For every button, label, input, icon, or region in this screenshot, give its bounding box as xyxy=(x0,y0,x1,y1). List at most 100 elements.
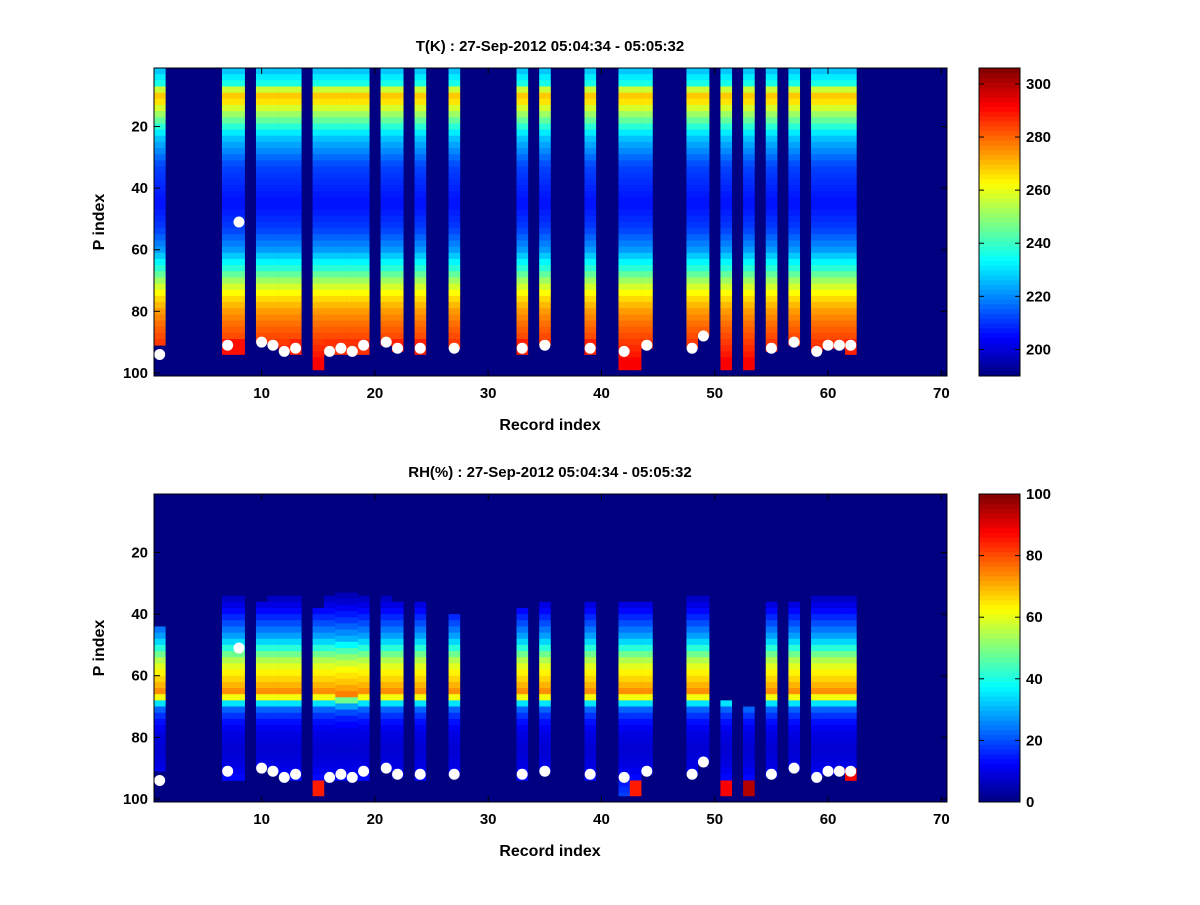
temperature-heatmap-cell xyxy=(641,185,653,192)
temperature-marker xyxy=(448,342,460,354)
temperature-marker xyxy=(414,342,426,354)
humidity-heatmap-cell xyxy=(539,712,551,720)
humidity-heatmap-cell xyxy=(788,663,801,670)
temperature-heatmap-cell xyxy=(629,172,642,180)
temperature-heatmap-cell xyxy=(539,154,551,161)
temperature-colorbar-segment xyxy=(979,145,1020,151)
humidity-heatmap-cell xyxy=(448,675,461,683)
humidity-heatmap-cell xyxy=(346,604,359,612)
humidity-heatmap-cell xyxy=(448,755,461,763)
humidity-heatmap-cell xyxy=(255,675,268,683)
temperature-heatmap-cell xyxy=(448,92,461,100)
temperature-heatmap-cell xyxy=(618,209,631,217)
humidity-marker xyxy=(641,765,653,777)
humidity-colorbar-tick-label: 20 xyxy=(1026,732,1043,749)
temperature-heatmap-cell xyxy=(323,222,336,229)
humidity-record-column xyxy=(233,595,245,781)
humidity-heatmap-cell xyxy=(267,749,279,757)
temperature-heatmap-cell xyxy=(833,222,846,229)
humidity-heatmap-cell xyxy=(335,697,347,704)
humidity-heatmap-cell xyxy=(154,626,166,633)
humidity-heatmap-cell xyxy=(539,694,551,701)
temperature-heatmap-cell xyxy=(788,277,801,284)
humidity-heatmap-cell xyxy=(765,706,778,714)
temperature-heatmap-cell xyxy=(539,117,551,124)
temperature-heatmap-cell xyxy=(539,252,551,260)
temperature-heatmap-cell xyxy=(448,80,461,87)
humidity-heatmap-cell xyxy=(641,700,653,707)
humidity-heatmap-cell xyxy=(697,675,710,683)
temperature-heatmap-cell xyxy=(788,135,801,143)
temperature-marker xyxy=(845,339,857,351)
temperature-heatmap-cell xyxy=(267,271,279,278)
temperature-heatmap-cell xyxy=(289,308,302,315)
humidity-heatmap-cell xyxy=(267,761,279,769)
temperature-heatmap-cell xyxy=(414,80,427,87)
humidity-heatmap-cell xyxy=(346,697,359,704)
temperature-heatmap-cell xyxy=(357,222,370,229)
temperature-heatmap-cell xyxy=(154,178,166,186)
temperature-heatmap-cell xyxy=(743,246,755,254)
temperature-heatmap-cell xyxy=(811,308,823,315)
temperature-heatmap-cell xyxy=(255,98,268,106)
temperature-heatmap-cell xyxy=(391,332,404,340)
temperature-heatmap-cell xyxy=(380,135,393,143)
humidity-heatmap-cell xyxy=(312,632,325,640)
temperature-heatmap-cell xyxy=(357,68,370,75)
humidity-heatmap-cell xyxy=(618,688,631,695)
temperature-heatmap-cell xyxy=(255,258,268,266)
humidity-heatmap-cell xyxy=(323,712,336,720)
humidity-heatmap-cell xyxy=(255,651,268,658)
temperature-heatmap-cell xyxy=(720,302,733,309)
temperature-heatmap-cell xyxy=(154,129,166,137)
temperature-heatmap-cell xyxy=(323,258,336,266)
temperature-heatmap-cell xyxy=(357,314,370,321)
temperature-heatmap-cell xyxy=(539,74,551,81)
humidity-heatmap-cell xyxy=(584,675,597,683)
temperature-heatmap-cell xyxy=(448,302,461,309)
temperature-heatmap-cell xyxy=(743,271,755,278)
humidity-heatmap-cell xyxy=(278,694,291,701)
temperature-record-column xyxy=(312,68,325,371)
humidity-heatmap-cell xyxy=(278,607,291,615)
humidity-heatmap-cell xyxy=(221,712,234,720)
temperature-heatmap-cell xyxy=(233,277,245,284)
temperature-heatmap-cell xyxy=(686,215,699,223)
temperature-heatmap-cell xyxy=(414,246,427,254)
temperature-heatmap-cell xyxy=(686,339,699,346)
temperature-colorbar-segment xyxy=(979,270,1020,276)
humidity-heatmap-cell xyxy=(833,638,846,646)
temperature-heatmap-cell xyxy=(811,326,823,334)
temperature-heatmap-cell xyxy=(641,135,653,143)
temperature-heatmap-cell xyxy=(720,345,733,352)
temperature-heatmap-cell xyxy=(154,240,166,248)
temperature-heatmap-cell xyxy=(788,86,801,94)
humidity-heatmap-cell xyxy=(346,666,359,674)
temperature-marker xyxy=(154,348,166,360)
temperature-heatmap-cell xyxy=(380,332,393,340)
temperature-heatmap-cell xyxy=(233,351,245,355)
temperature-heatmap-cell xyxy=(312,246,325,254)
temperature-heatmap-cell xyxy=(289,203,302,211)
humidity-colorbar-tick-label: 60 xyxy=(1026,609,1043,626)
temperature-heatmap-cell xyxy=(697,68,710,75)
temperature-colorbar-segment xyxy=(979,169,1020,175)
humidity-heatmap-cell xyxy=(233,700,245,707)
temperature-heatmap-cell xyxy=(357,265,370,272)
temperature-colorbar-segment xyxy=(979,318,1020,324)
humidity-colorbar-segment xyxy=(979,638,1020,644)
temperature-heatmap-cell xyxy=(448,289,461,297)
temperature-heatmap-cell xyxy=(267,154,279,161)
humidity-heatmap-cell xyxy=(811,620,823,627)
temperature-marker xyxy=(822,339,834,351)
humidity-heatmap-cell xyxy=(278,737,291,744)
humidity-heatmap-cell xyxy=(641,601,653,609)
humidity-colorbar-segment xyxy=(979,522,1020,529)
temperature-heatmap-cell xyxy=(618,178,631,186)
temperature-heatmap-cell xyxy=(765,295,778,303)
temperature-heatmap-cell xyxy=(811,277,823,284)
humidity-heatmap-cell xyxy=(255,657,268,664)
humidity-heatmap-cell xyxy=(346,654,359,661)
temperature-colorbar-segment xyxy=(979,149,1020,156)
